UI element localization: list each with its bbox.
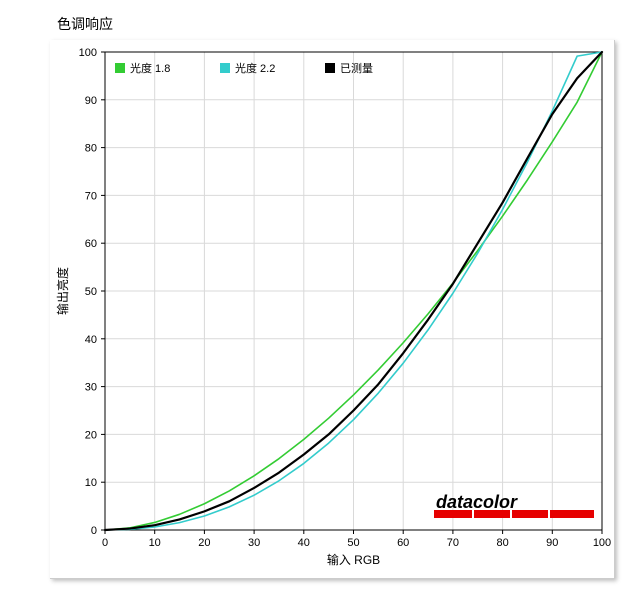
x-tick-label: 60 [397,537,409,549]
x-tick-label: 0 [102,537,108,549]
chart-svg-container: 0 10 20 30 40 50 60 70 80 90 100 0 10 20 30 40 50 60 70 80 9… [50,40,614,578]
x-tick-label: 40 [298,537,310,549]
legend-swatch [325,63,335,73]
tone-response-chart: 0 10 20 30 40 50 60 70 80 90 100 0 10 20 30 40 50 60 70 80 9… [50,40,614,578]
x-tick-label: 50 [347,537,359,549]
y-tick-label: 40 [85,334,97,346]
x-tick-label: 90 [546,537,558,549]
y-tick-label: 30 [85,382,97,394]
x-tick-label: 80 [496,537,508,549]
x-tick-label: 70 [447,537,459,549]
y-tick-label: 10 [85,477,97,489]
brand-text: datacolor [436,492,518,512]
y-tick-label: 20 [85,429,97,441]
y-tick-label: 90 [85,95,97,107]
x-tick-label: 20 [198,537,210,549]
y-tick-label: 50 [85,286,97,298]
x-axis-label: 输入 RGB [327,552,380,567]
legend-label: 光度 1.8 [130,61,170,75]
page-canvas: 色调响应 0 10 20 30 40 50 60 70 80 90 100 0 10 20 30 40 50 60… [0,0,640,602]
y-tick-label: 60 [85,238,97,250]
legend-swatch [115,63,125,73]
y-axis-label: 输出亮度 [55,267,70,315]
y-tick-label: 70 [85,190,97,202]
x-tick-label: 100 [593,537,611,549]
y-tick-label: 100 [79,47,97,59]
x-tick-label: 10 [149,537,161,549]
brand-bar-tick [548,510,550,518]
y-tick-label: 0 [91,525,97,537]
legend-swatch [220,63,230,73]
x-tick-label: 30 [248,537,260,549]
legend-label: 光度 2.2 [235,61,275,75]
chart-title: 色调响应 [57,14,113,34]
y-tick-label: 80 [85,143,97,155]
legend-label: 已测量 [340,62,373,75]
